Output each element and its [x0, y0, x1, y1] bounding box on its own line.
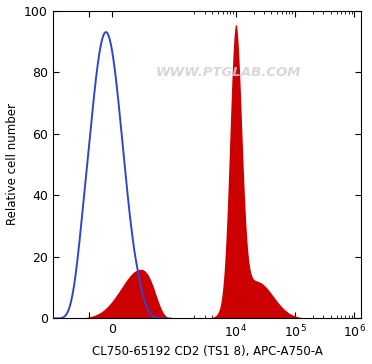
X-axis label: CL750-65192 CD2 (TS1 8), APC-A750-A: CL750-65192 CD2 (TS1 8), APC-A750-A	[92, 345, 323, 359]
Text: WWW.PTGLAB.COM: WWW.PTGLAB.COM	[156, 66, 301, 79]
Y-axis label: Relative cell number: Relative cell number	[6, 103, 19, 225]
